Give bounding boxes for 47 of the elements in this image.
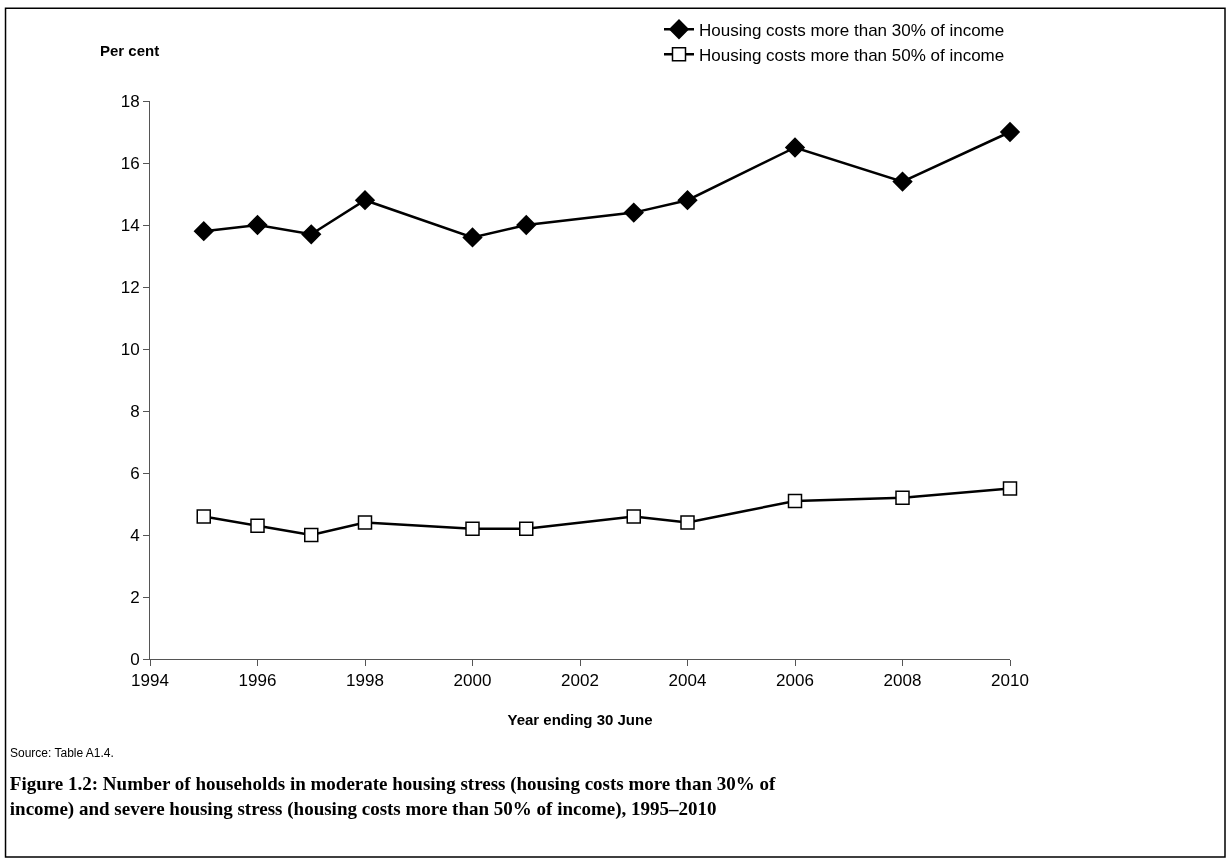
x-tick-label: 2002: [561, 671, 599, 691]
x-tick-label: 1998: [346, 671, 384, 691]
x-tick-label: 2010: [991, 671, 1029, 691]
point: [677, 190, 698, 211]
y-tick-label: 16: [120, 153, 140, 173]
point: [247, 215, 268, 235]
point: [892, 171, 913, 192]
legend-label: Housing costs more than 50% of income: [699, 46, 1005, 65]
y-tick-label: 8: [130, 401, 140, 421]
y-axis-title: Per cent: [100, 42, 160, 59]
point: [304, 527, 319, 543]
y-tick-label: 4: [130, 525, 140, 545]
point: [357, 515, 373, 530]
point: [1002, 481, 1018, 496]
point: [623, 202, 644, 223]
point: [787, 493, 803, 509]
y-tick-label: 6: [130, 463, 140, 483]
point: [355, 190, 375, 211]
x-tick-label: 1996: [238, 671, 277, 691]
x-axis-title: Year ending 30 June: [507, 711, 653, 729]
y-tick-label: 2: [130, 587, 140, 607]
point: [462, 227, 483, 248]
text: Figure 1.2: Number of households in moderate housing stress (housing costs more than 30% of income) and severe housing stress (housing costs more than 50% of income), 1995–2010: [9, 773, 777, 820]
x-tick-label: 1994: [131, 671, 169, 691]
point: [193, 221, 214, 242]
legend-label: Housing costs more than 30% of income: [699, 20, 1005, 40]
point: [680, 515, 695, 530]
y-tick-label: 14: [120, 215, 140, 235]
point: [785, 137, 805, 158]
x-tick-label: 2004: [668, 671, 707, 691]
point: [1000, 122, 1020, 142]
y-tick-label: 18: [120, 91, 140, 111]
point: [465, 521, 480, 537]
x-tick-label: 2006: [776, 671, 814, 691]
point: [196, 509, 211, 524]
point: [516, 215, 537, 235]
point: [519, 521, 534, 537]
point: [301, 224, 322, 245]
point: [250, 518, 265, 533]
x-tick-label: 2000: [453, 671, 492, 691]
source-note: Source: Table A1.4.: [10, 746, 114, 760]
point: [626, 509, 641, 524]
y-tick-label: 0: [130, 649, 140, 669]
x-tick-label: 2008: [883, 671, 922, 691]
y-tick-label: 12: [120, 277, 140, 297]
y-tick-label: 10: [120, 339, 140, 359]
point: [895, 490, 910, 506]
